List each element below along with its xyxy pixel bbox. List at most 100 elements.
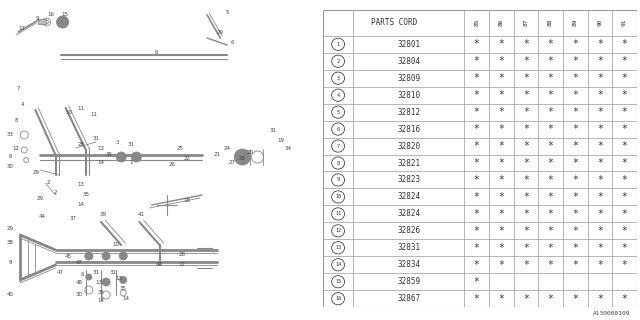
Text: *: * — [548, 175, 554, 185]
Text: 30: 30 — [6, 164, 13, 170]
Text: *: * — [548, 158, 554, 168]
Text: 3: 3 — [337, 76, 340, 81]
Text: 28: 28 — [77, 142, 84, 148]
Text: 32823: 32823 — [397, 175, 420, 184]
Text: 15: 15 — [335, 279, 341, 284]
Text: 10: 10 — [335, 195, 341, 199]
Text: *: * — [523, 158, 529, 168]
Text: *: * — [474, 226, 479, 236]
Text: 32820: 32820 — [397, 141, 420, 150]
Text: 14: 14 — [335, 262, 341, 267]
Text: 10: 10 — [65, 109, 72, 115]
Text: *: * — [572, 243, 578, 253]
Text: 29: 29 — [33, 171, 40, 175]
Text: 32816: 32816 — [397, 124, 420, 133]
Text: *: * — [499, 260, 504, 270]
Text: 7: 7 — [337, 144, 340, 148]
Text: *: * — [474, 124, 479, 134]
Text: 7: 7 — [17, 85, 20, 91]
Text: 13: 13 — [97, 146, 104, 150]
Text: *: * — [597, 73, 603, 83]
Text: *: * — [474, 73, 479, 83]
Text: *: * — [499, 90, 504, 100]
Text: *: * — [499, 158, 504, 168]
Text: 4: 4 — [337, 93, 340, 98]
Text: 6: 6 — [337, 127, 340, 132]
Text: 24: 24 — [224, 146, 231, 150]
Text: *: * — [499, 243, 504, 253]
Circle shape — [85, 252, 93, 260]
Circle shape — [120, 276, 127, 284]
Text: *: * — [499, 39, 504, 49]
Text: *: * — [499, 209, 504, 219]
Text: *: * — [621, 192, 627, 202]
Text: 88: 88 — [548, 19, 553, 27]
Text: 9: 9 — [36, 15, 39, 20]
Text: 14: 14 — [97, 298, 104, 302]
Text: *: * — [548, 90, 554, 100]
Text: *: * — [523, 209, 529, 219]
Text: *: * — [597, 243, 603, 253]
Text: *: * — [474, 107, 479, 117]
Text: 9: 9 — [337, 178, 340, 182]
Text: 22: 22 — [183, 156, 190, 161]
Text: *: * — [621, 175, 627, 185]
Text: *: * — [548, 294, 554, 304]
Text: *: * — [474, 294, 479, 304]
Text: 32804: 32804 — [397, 57, 420, 66]
Text: 8: 8 — [337, 161, 340, 165]
Text: *: * — [499, 294, 504, 304]
Text: *: * — [621, 260, 627, 270]
Text: 47: 47 — [76, 260, 83, 265]
Text: 41: 41 — [138, 212, 145, 218]
Text: 33: 33 — [6, 132, 13, 138]
Text: *: * — [499, 73, 504, 83]
Text: 11: 11 — [77, 106, 84, 110]
Text: *: * — [474, 158, 479, 168]
Text: A130000109: A130000109 — [593, 311, 630, 316]
Text: *: * — [548, 243, 554, 253]
Text: 26: 26 — [168, 163, 175, 167]
Text: 2: 2 — [47, 180, 50, 186]
Text: 14: 14 — [97, 159, 104, 164]
Text: 31: 31 — [92, 270, 99, 276]
Text: 13: 13 — [116, 276, 123, 282]
Circle shape — [116, 152, 126, 162]
Text: *: * — [572, 107, 578, 117]
Text: 85: 85 — [474, 19, 479, 27]
Text: 32801: 32801 — [397, 40, 420, 49]
Text: 27: 27 — [229, 159, 236, 164]
Text: 32810: 32810 — [397, 91, 420, 100]
Text: 19: 19 — [277, 138, 284, 142]
Text: *: * — [572, 175, 578, 185]
Text: *: * — [572, 192, 578, 202]
Text: 16: 16 — [47, 12, 54, 17]
Text: 2: 2 — [54, 189, 58, 195]
Text: 5: 5 — [337, 110, 340, 115]
Text: 89: 89 — [573, 19, 578, 27]
Text: 12: 12 — [13, 146, 20, 150]
Text: 12: 12 — [335, 228, 341, 233]
Text: *: * — [597, 39, 603, 49]
Text: 32812: 32812 — [397, 108, 420, 116]
Text: 35: 35 — [97, 290, 104, 294]
Text: *: * — [499, 124, 504, 134]
Text: *: * — [548, 226, 554, 236]
Text: *: * — [548, 141, 554, 151]
Text: *: * — [523, 175, 529, 185]
Text: *: * — [621, 226, 627, 236]
Text: *: * — [523, 90, 529, 100]
Text: 32867: 32867 — [397, 294, 420, 303]
Text: 39: 39 — [100, 212, 106, 218]
Text: 31: 31 — [92, 135, 99, 140]
Text: *: * — [621, 141, 627, 151]
Text: *: * — [474, 243, 479, 253]
Text: *: * — [474, 141, 479, 151]
Text: 43: 43 — [156, 262, 163, 268]
Text: 16: 16 — [335, 296, 341, 301]
Text: *: * — [499, 192, 504, 202]
Text: 34: 34 — [284, 146, 291, 150]
Text: *: * — [621, 124, 627, 134]
Text: *: * — [572, 90, 578, 100]
Text: *: * — [474, 192, 479, 202]
